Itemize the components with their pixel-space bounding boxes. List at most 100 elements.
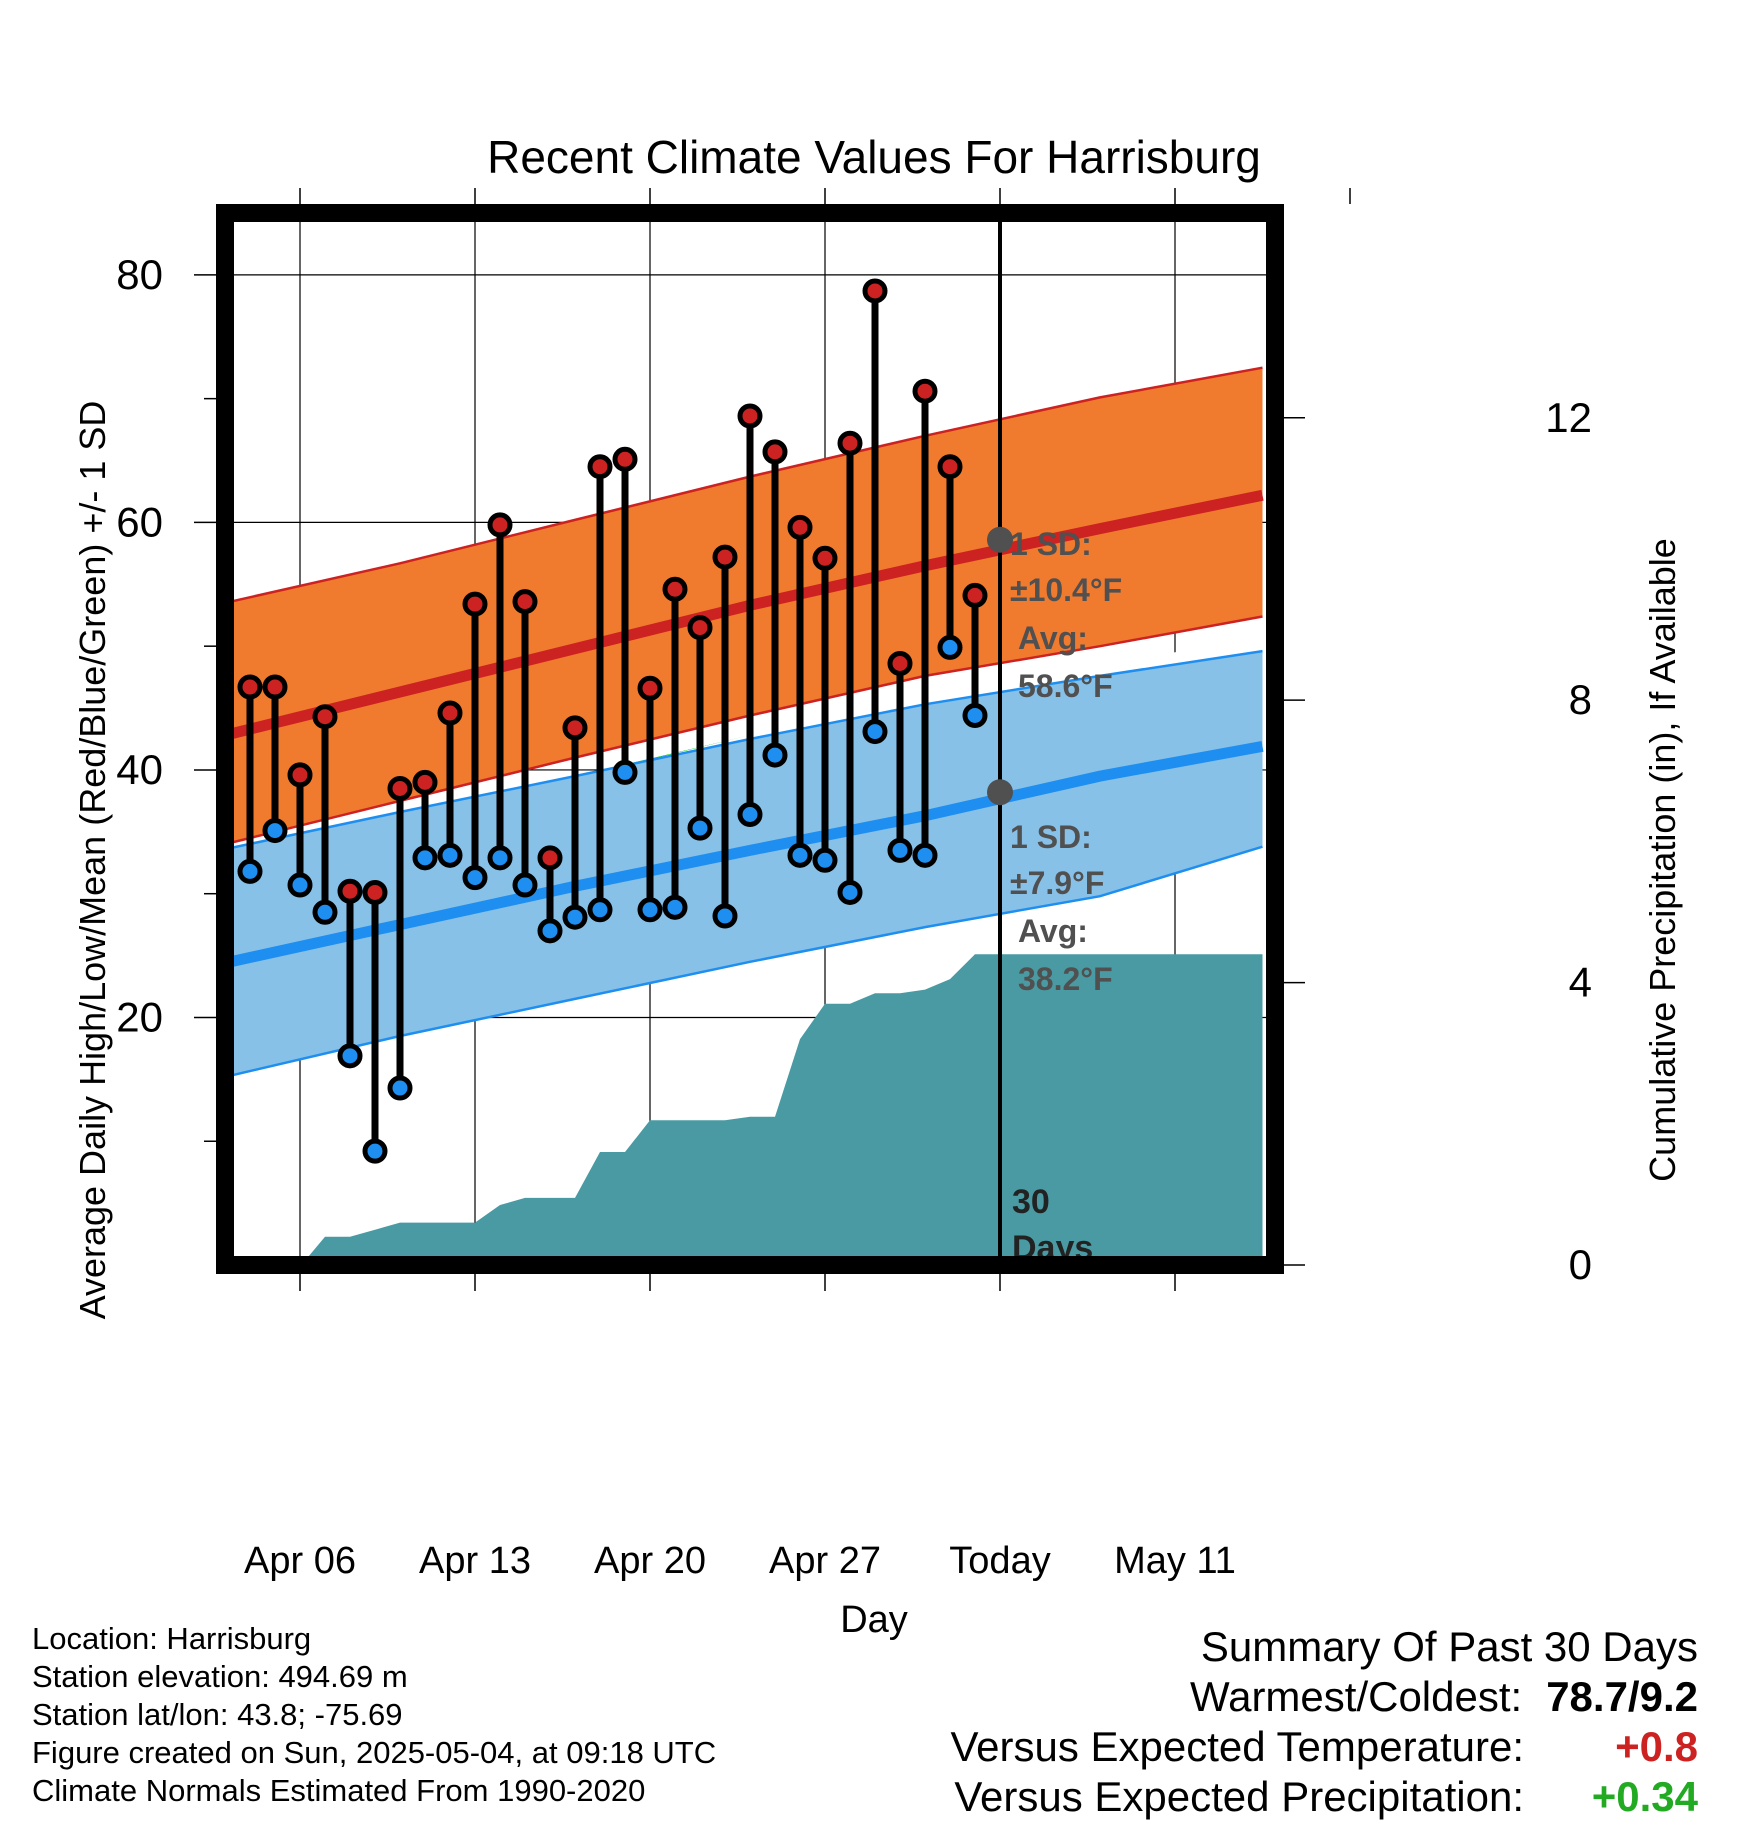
low-point [687,815,713,841]
elevation-text: Station elevation: 494.69 m [32,1659,408,1694]
high-point [712,544,738,570]
low-point [237,858,263,884]
low-normal-annotation-marker [987,779,1013,806]
x-axis-title: Day [840,1599,908,1641]
low-point [437,842,463,868]
y2-tick-label: 8 [1569,676,1592,723]
low-point [637,897,663,923]
summary-panel: Summary Of Past 30 Days Warmest/Coldest:… [950,1622,1698,1822]
x-tick-label: Apr 13 [419,1540,531,1582]
high-point [612,446,638,472]
high-normal-annotation-text: ±10.4°F [1010,572,1122,608]
station-info: Location: Harrisburg Station elevation: … [32,1620,716,1810]
low-point [562,904,588,930]
low-point [712,903,738,929]
gap-band [225,636,1263,864]
low-point [512,872,538,898]
high-point [687,615,713,641]
low-point [887,837,913,863]
high-point [837,430,863,456]
high-point [937,454,963,480]
high-point [412,769,438,795]
low-point [487,845,513,871]
high-point [487,512,513,538]
high-point [337,878,363,904]
low-normal-annotation-text: 38.2°F [1018,961,1113,997]
location-text: Location: Harrisburg [32,1621,312,1656]
low-point [337,1043,363,1069]
y2-tick-label: 12 [1545,394,1592,441]
low-point [912,842,938,868]
high-point [362,879,388,905]
plot-inner: 1 SD: ±10.4°F Avg: 58.6°F 1 SD: ±7.9°F Avg: 38.… [225,213,1275,1265]
low-point [662,894,688,920]
high-point [812,545,838,571]
low-normal-annotation-text: 1 SD: [1010,819,1092,855]
x-tick-label: May 11 [1114,1540,1236,1582]
high-point [637,675,663,701]
low-point [837,879,863,905]
high-point [787,514,813,540]
high-point [737,403,763,429]
high-point [312,704,338,730]
low-point [762,742,788,768]
low-point [387,1075,413,1101]
low-point [812,847,838,873]
summary-warmest-row: Warmest/Coldest: 78.7/9.2 [950,1672,1698,1722]
plot-frame [216,204,1284,1274]
high-point [262,674,288,700]
y-tick-label: 80 [116,251,163,298]
high-point [762,439,788,465]
high-point [862,278,888,304]
low-point [937,634,963,660]
y2-axis-title: Cumulative Precipitation (in), If Availa… [1642,538,1683,1182]
low-point [537,918,563,944]
high-point [387,776,413,802]
x-tick-label: Apr 06 [244,1540,356,1582]
low-sd-band [225,651,1263,1077]
latlon-text: Station lat/lon: 43.8; -75.69 [32,1697,403,1732]
high-normal-annotation-text: Avg: [1018,620,1088,656]
temp-label: Versus Expected Temperature: [950,1723,1524,1770]
high-point [237,674,263,700]
x-tick-label: Today [949,1540,1050,1582]
today-days-label: 30 [1012,1183,1050,1221]
y2-tick-label: 4 [1569,959,1592,1006]
high-normal-annotation-text: 1 SD: [1010,526,1092,562]
low-point [312,899,338,925]
chart-title: Recent Climate Values For Harrisburg [487,131,1261,183]
y-axis-title: Average Daily High/Low/Mean (Red/Blue/Gr… [72,401,113,1320]
y2-tick-label: 0 [1569,1241,1592,1288]
high-point [912,378,938,404]
high-point [462,591,488,617]
high-point [537,845,563,871]
warmest-label: Warmest/Coldest: [1190,1673,1523,1720]
high-point [587,454,613,480]
y-tick-label: 60 [116,498,163,545]
low-point [587,897,613,923]
low-point [862,719,888,745]
low-point [412,845,438,871]
precip-label: Versus Expected Precipitation: [954,1773,1524,1820]
summary-title: Summary Of Past 30 Days [1200,1623,1698,1670]
low-point [612,759,638,785]
low-point [462,865,488,891]
created-text: Figure created on Sun, 2025-05-04, at 09… [32,1735,717,1770]
low-normal-annotation-text: ±7.9°F [1010,865,1104,901]
high-point [437,700,463,726]
high-point [662,576,688,602]
low-point [787,842,813,868]
low-point [362,1138,388,1164]
summary-precip-row: Versus Expected Precipitation: +0.34 [950,1772,1698,1822]
normals-text: Climate Normals Estimated From 1990-2020 [32,1773,646,1808]
high-point [887,651,913,677]
high-point [562,715,588,741]
low-point [737,801,763,827]
high-point [512,589,538,615]
x-tick-label: Apr 20 [594,1540,706,1582]
y-tick-label: 40 [116,746,163,793]
low-point [962,702,988,728]
high-point [287,762,313,788]
temp-value: +0.8 [1615,1723,1698,1770]
